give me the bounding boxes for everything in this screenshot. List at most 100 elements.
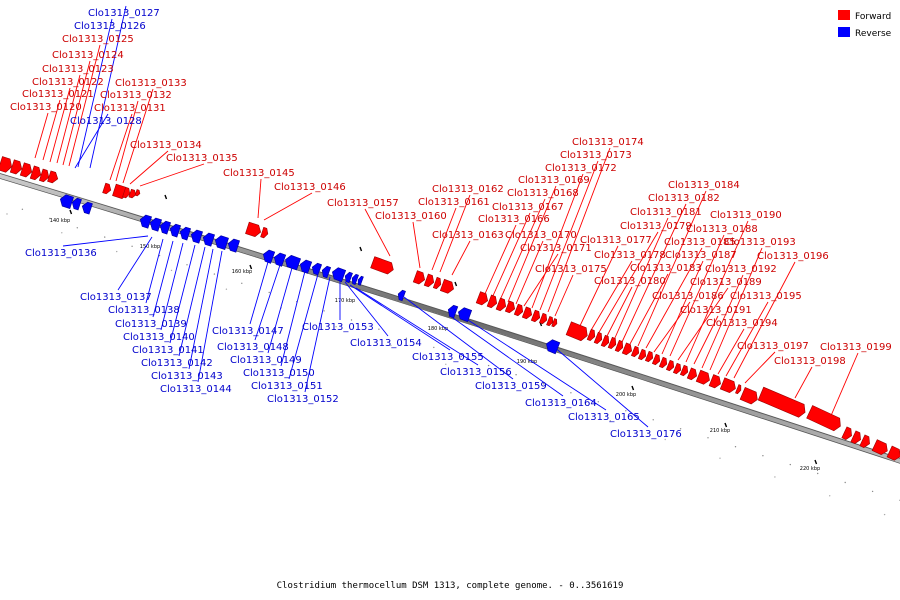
- gene-label-clo1313-0187[interactable]: Clo1313_0187: [665, 250, 737, 261]
- gene-label-clo1313-0153[interactable]: Clo1313_0153: [302, 322, 374, 333]
- gene-label-clo1313-0155[interactable]: Clo1313_0155: [412, 352, 484, 363]
- gene-glyph-clo1313-0140[interactable]: [178, 226, 192, 241]
- gene-glyph-clo1313-0153[interactable]: [330, 266, 347, 283]
- gene-label-clo1313-0185[interactable]: Clo1313_0185: [664, 237, 736, 248]
- gene-glyph-clo1313-0159[interactable]: [396, 289, 406, 302]
- gene-label-clo1313-0163[interactable]: Clo1313_0163: [432, 230, 504, 241]
- gene-glyph-clo1313-0136[interactable]: [138, 214, 152, 229]
- gene-label-clo1313-0194[interactable]: Clo1313_0194: [706, 318, 778, 329]
- gene-label-clo1313-0139[interactable]: Clo1313_0139: [115, 319, 187, 330]
- gene-glyph-clo1313-0194[interactable]: [708, 374, 723, 390]
- gene-glyph-clo1313-0133[interactable]: [122, 186, 132, 199]
- gene-label-clo1313-0177[interactable]: Clo1313_0177: [580, 235, 652, 246]
- gene-glyph-clo1313-0155[interactable]: [350, 273, 359, 285]
- gene-glyph-clo1313-0190[interactable]: [672, 362, 682, 375]
- gene-label-clo1313-0199[interactable]: Clo1313_0199: [820, 342, 892, 353]
- gene-label-clo1313-0161[interactable]: Clo1313_0161: [418, 197, 490, 208]
- gene-glyph-clo1313-0193[interactable]: [695, 369, 712, 386]
- gene-glyph-clo1313-0173[interactable]: [539, 312, 548, 325]
- gene-glyph-clo1313-0134[interactable]: [128, 188, 137, 199]
- gene-glyph-clo1313-0197[interactable]: [739, 386, 760, 405]
- gene-label-clo1313-0181[interactable]: Clo1313_0181: [630, 207, 702, 218]
- gene-glyph-clo1313-0147[interactable]: [261, 249, 276, 264]
- gene-glyph-clo1313-0196[interactable]: [735, 384, 742, 395]
- gene-glyph-clo1313-0178[interactable]: [586, 328, 597, 342]
- gene-label-clo1313-0186[interactable]: Clo1313_0186: [652, 291, 724, 302]
- gene-glyph-clo1313-0187[interactable]: [651, 353, 661, 366]
- gene-label-clo1313-0123[interactable]: Clo1313_0123: [42, 64, 114, 75]
- gene-glyph-clo1313-0195[interactable]: [719, 377, 737, 394]
- gene-glyph-clo1313-0138[interactable]: [158, 220, 172, 235]
- gene-label-clo1313-0182[interactable]: Clo1313_0182: [648, 193, 720, 204]
- gene-label-clo1313-0146[interactable]: Clo1313_0146: [274, 182, 346, 193]
- gene-glyph-clo1313-0162[interactable]: [432, 276, 442, 290]
- gene-label-clo1313-0179[interactable]: Clo1313_0179: [620, 221, 692, 232]
- gene-glyph-clo1313-0128[interactable]: [58, 193, 74, 209]
- gene-glyph-clo1313-0142[interactable]: [201, 232, 215, 247]
- gene-glyph-clo1313-0165[interactable]: [456, 306, 473, 323]
- gene-label-clo1313-0195[interactable]: Clo1313_0195: [730, 291, 802, 302]
- gene-glyph-clo1313-0160[interactable]: [412, 270, 427, 286]
- gene-label-clo1313-0152[interactable]: Clo1313_0152: [267, 394, 339, 405]
- gene-glyph-clo1313-0199[interactable]: [806, 405, 844, 432]
- gene-glyph-clo1313-0185[interactable]: [637, 348, 647, 361]
- gene-label-clo1313-0159[interactable]: Clo1313_0159: [475, 381, 547, 392]
- gene-label-clo1313-0140[interactable]: Clo1313_0140: [123, 332, 195, 343]
- gene-label-clo1313-0134[interactable]: Clo1313_0134: [130, 140, 202, 151]
- gene-label-clo1313-0126[interactable]: Clo1313_0126: [74, 21, 146, 32]
- gene-glyph-clo1313-0192[interactable]: [686, 367, 699, 381]
- gene-label-clo1313-0169[interactable]: Clo1313_0169: [518, 175, 590, 186]
- gene-glyph-clo1313-0166[interactable]: [475, 291, 490, 307]
- gene-glyph-unlabeled[interactable]: [841, 426, 854, 441]
- gene-label-clo1313-0121[interactable]: Clo1313_0121: [22, 89, 94, 100]
- gene-label-clo1313-0162[interactable]: Clo1313_0162: [432, 184, 504, 195]
- gene-label-clo1313-0196[interactable]: Clo1313_0196: [757, 251, 829, 262]
- gene-label-clo1313-0120[interactable]: Clo1313_0120: [10, 102, 82, 113]
- gene-label-clo1313-0145[interactable]: Clo1313_0145: [223, 168, 295, 179]
- gene-glyph-clo1313-0151[interactable]: [310, 262, 323, 276]
- gene-glyph-clo1313-0161[interactable]: [423, 273, 436, 288]
- gene-label-clo1313-0148[interactable]: Clo1313_0148: [217, 342, 289, 353]
- gene-label-clo1313-0136[interactable]: Clo1313_0136: [25, 248, 97, 259]
- gene-label-clo1313-0178[interactable]: Clo1313_0178: [594, 250, 666, 261]
- gene-glyph-clo1313-0164[interactable]: [446, 304, 459, 319]
- gene-glyph-clo1313-0152[interactable]: [320, 265, 332, 279]
- gene-glyph-clo1313-0149[interactable]: [283, 254, 302, 271]
- gene-glyph-clo1313-0180[interactable]: [600, 334, 611, 348]
- gene-label-clo1313-0168[interactable]: Clo1313_0168: [507, 188, 579, 199]
- gene-glyph-clo1313-0125[interactable]: [47, 170, 60, 184]
- gene-label-clo1313-0157[interactable]: Clo1313_0157: [327, 198, 399, 209]
- gene-glyph-clo1313-0175[interactable]: [551, 318, 559, 328]
- gene-label-clo1313-0173[interactable]: Clo1313_0173: [560, 150, 632, 161]
- gene-glyph-clo1313-0139[interactable]: [168, 223, 182, 238]
- gene-glyph-clo1313-0171[interactable]: [521, 306, 533, 320]
- gene-label-clo1313-0143[interactable]: Clo1313_0143: [151, 371, 223, 382]
- gene-glyph-clo1313-0177[interactable]: [565, 321, 590, 342]
- gene-glyph-clo1313-0176[interactable]: [544, 338, 561, 355]
- gene-label-clo1313-0192[interactable]: Clo1313_0192: [705, 264, 777, 275]
- gene-label-clo1313-0190[interactable]: Clo1313_0190: [710, 210, 782, 221]
- gene-label-clo1313-0160[interactable]: Clo1313_0160: [375, 211, 447, 222]
- gene-glyph-clo1313-0126[interactable]: [70, 197, 82, 211]
- gene-glyph-clo1313-0186[interactable]: [644, 350, 654, 363]
- gene-label-clo1313-0131[interactable]: Clo1313_0131: [94, 103, 166, 114]
- gene-label-clo1313-0142[interactable]: Clo1313_0142: [141, 358, 213, 369]
- gene-glyph-unlabeled[interactable]: [871, 439, 890, 457]
- gene-glyph-clo1313-0198[interactable]: [757, 386, 808, 419]
- gene-label-clo1313-0154[interactable]: Clo1313_0154: [350, 338, 422, 349]
- gene-label-clo1313-0135[interactable]: Clo1313_0135: [166, 153, 238, 164]
- gene-glyph-unlabeled[interactable]: [886, 445, 900, 462]
- gene-glyph-clo1313-0143[interactable]: [213, 234, 229, 250]
- gene-glyph-clo1313-0135[interactable]: [134, 189, 141, 197]
- gene-glyph-clo1313-0146[interactable]: [260, 226, 270, 239]
- gene-label-clo1313-0167[interactable]: Clo1313_0167: [492, 202, 564, 213]
- gene-glyph-clo1313-0148[interactable]: [272, 252, 287, 267]
- gene-glyph-clo1313-0157[interactable]: [370, 256, 396, 276]
- gene-glyph-clo1313-0172[interactable]: [530, 309, 541, 323]
- gene-glyph-clo1313-0163[interactable]: [439, 278, 455, 294]
- gene-label-clo1313-0191[interactable]: Clo1313_0191: [680, 305, 752, 316]
- gene-label-clo1313-0198[interactable]: Clo1313_0198: [774, 356, 846, 367]
- gene-glyph-clo1313-0189[interactable]: [665, 359, 675, 372]
- gene-label-clo1313-0193[interactable]: Clo1313_0193: [724, 237, 796, 248]
- gene-label-clo1313-0128[interactable]: Clo1313_0128: [70, 116, 142, 127]
